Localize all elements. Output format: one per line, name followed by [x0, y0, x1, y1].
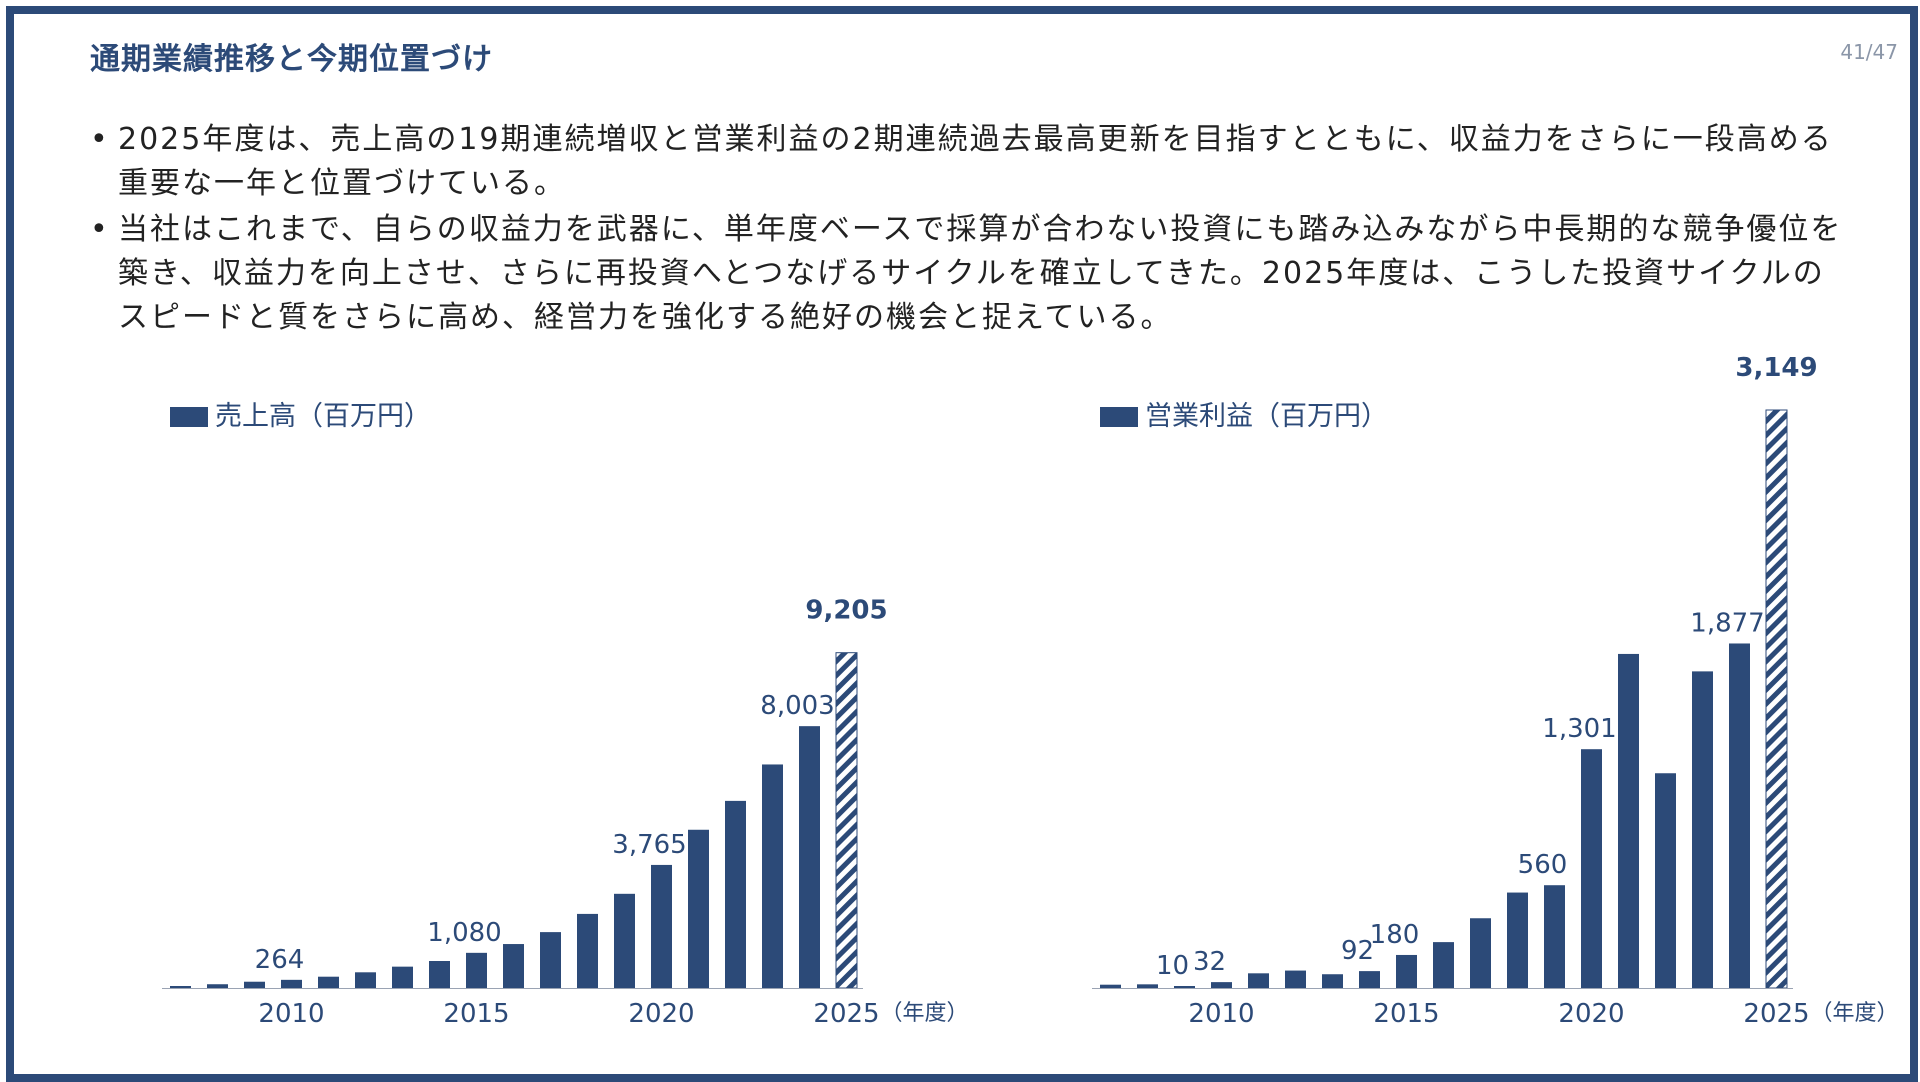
- data-label: 9,205: [805, 596, 887, 626]
- bar: [725, 800, 746, 988]
- bar: [503, 944, 524, 988]
- bar: [1729, 643, 1750, 988]
- data-label: 264: [255, 945, 305, 975]
- page-number: 41/47: [1840, 40, 1898, 64]
- data-label: 32: [1193, 947, 1226, 977]
- bar: [207, 984, 228, 988]
- data-label: 1,877: [1690, 608, 1764, 638]
- bar: [318, 976, 339, 988]
- bar: [466, 952, 487, 988]
- bar: [1470, 918, 1491, 988]
- bar: [577, 913, 598, 988]
- bar: [799, 726, 820, 988]
- x-tick-label: 2025: [813, 999, 879, 1029]
- bar: [1211, 982, 1232, 988]
- legend-label: 営業利益（百万円）: [1145, 401, 1388, 432]
- legend-label: 売上高（百万円）: [215, 401, 431, 432]
- bar: [1544, 885, 1565, 988]
- bar: [1433, 942, 1454, 988]
- data-label: 3,149: [1735, 353, 1817, 383]
- bar: [762, 764, 783, 988]
- x-tick-label: 2025: [1743, 999, 1809, 1029]
- x-tick-label: 2015: [1373, 999, 1439, 1029]
- slide-frame: [6, 6, 1918, 1082]
- data-label: 560: [1518, 850, 1568, 880]
- bar: [170, 986, 191, 988]
- x-tick-label: 2010: [258, 999, 324, 1029]
- bullet-list: 2025年度は、売上高の19期連続増収と営業利益の2期連続過去最高更新を目指すと…: [88, 118, 1848, 342]
- bar: [651, 864, 672, 988]
- forecast-bar: [1765, 409, 1788, 989]
- bar: [1359, 971, 1380, 988]
- x-tick-label: 2015: [443, 999, 509, 1029]
- x-tick-label: 2010: [1188, 999, 1254, 1029]
- data-label: 3,765: [612, 830, 686, 860]
- forecast-bar: [835, 652, 858, 989]
- data-label: 10: [1156, 951, 1189, 981]
- bar: [355, 972, 376, 988]
- bar: [281, 979, 302, 988]
- data-label: 92: [1341, 936, 1374, 966]
- sales-bar-chart: 売上高（百万円） 264 1,080 3,765 8,003 9,205 2010 2015 2…: [162, 401, 969, 1029]
- bar: [1655, 773, 1676, 988]
- bar: [688, 829, 709, 988]
- bar: [1137, 984, 1158, 988]
- x-tick-label: 2020: [628, 999, 694, 1029]
- bar: [1248, 973, 1269, 988]
- bar: [429, 960, 450, 988]
- data-label: 180: [1370, 920, 1420, 950]
- bar: [1692, 671, 1713, 988]
- data-label: 1,080: [427, 918, 501, 948]
- legend-swatch: [1100, 407, 1138, 427]
- x-axis-unit: （年度）: [1811, 1001, 1899, 1026]
- bar: [1507, 892, 1528, 988]
- x-axis-unit: （年度）: [881, 1001, 969, 1026]
- bar: [1174, 986, 1195, 988]
- bar: [1581, 749, 1602, 988]
- bar: [1322, 974, 1343, 988]
- bar: [1396, 954, 1417, 988]
- bar: [1100, 984, 1121, 988]
- data-label: 1,301: [1542, 714, 1616, 744]
- bar: [540, 932, 561, 988]
- data-label: 8,003: [760, 691, 834, 721]
- page-title: 通期業績推移と今期位置づけ: [90, 42, 493, 77]
- legend-swatch: [170, 407, 208, 427]
- bar: [1618, 653, 1639, 988]
- bar: [1285, 970, 1306, 988]
- bar: [244, 981, 265, 988]
- bullet-item: 当社はこれまで、自らの収益力を武器に、単年度ベースで採算が合わない投資にも踏み込…: [88, 208, 1848, 340]
- bar: [614, 893, 635, 988]
- x-tick-label: 2020: [1558, 999, 1624, 1029]
- bullet-item: 2025年度は、売上高の19期連続増収と営業利益の2期連続過去最高更新を目指すと…: [88, 118, 1848, 206]
- bar: [392, 966, 413, 988]
